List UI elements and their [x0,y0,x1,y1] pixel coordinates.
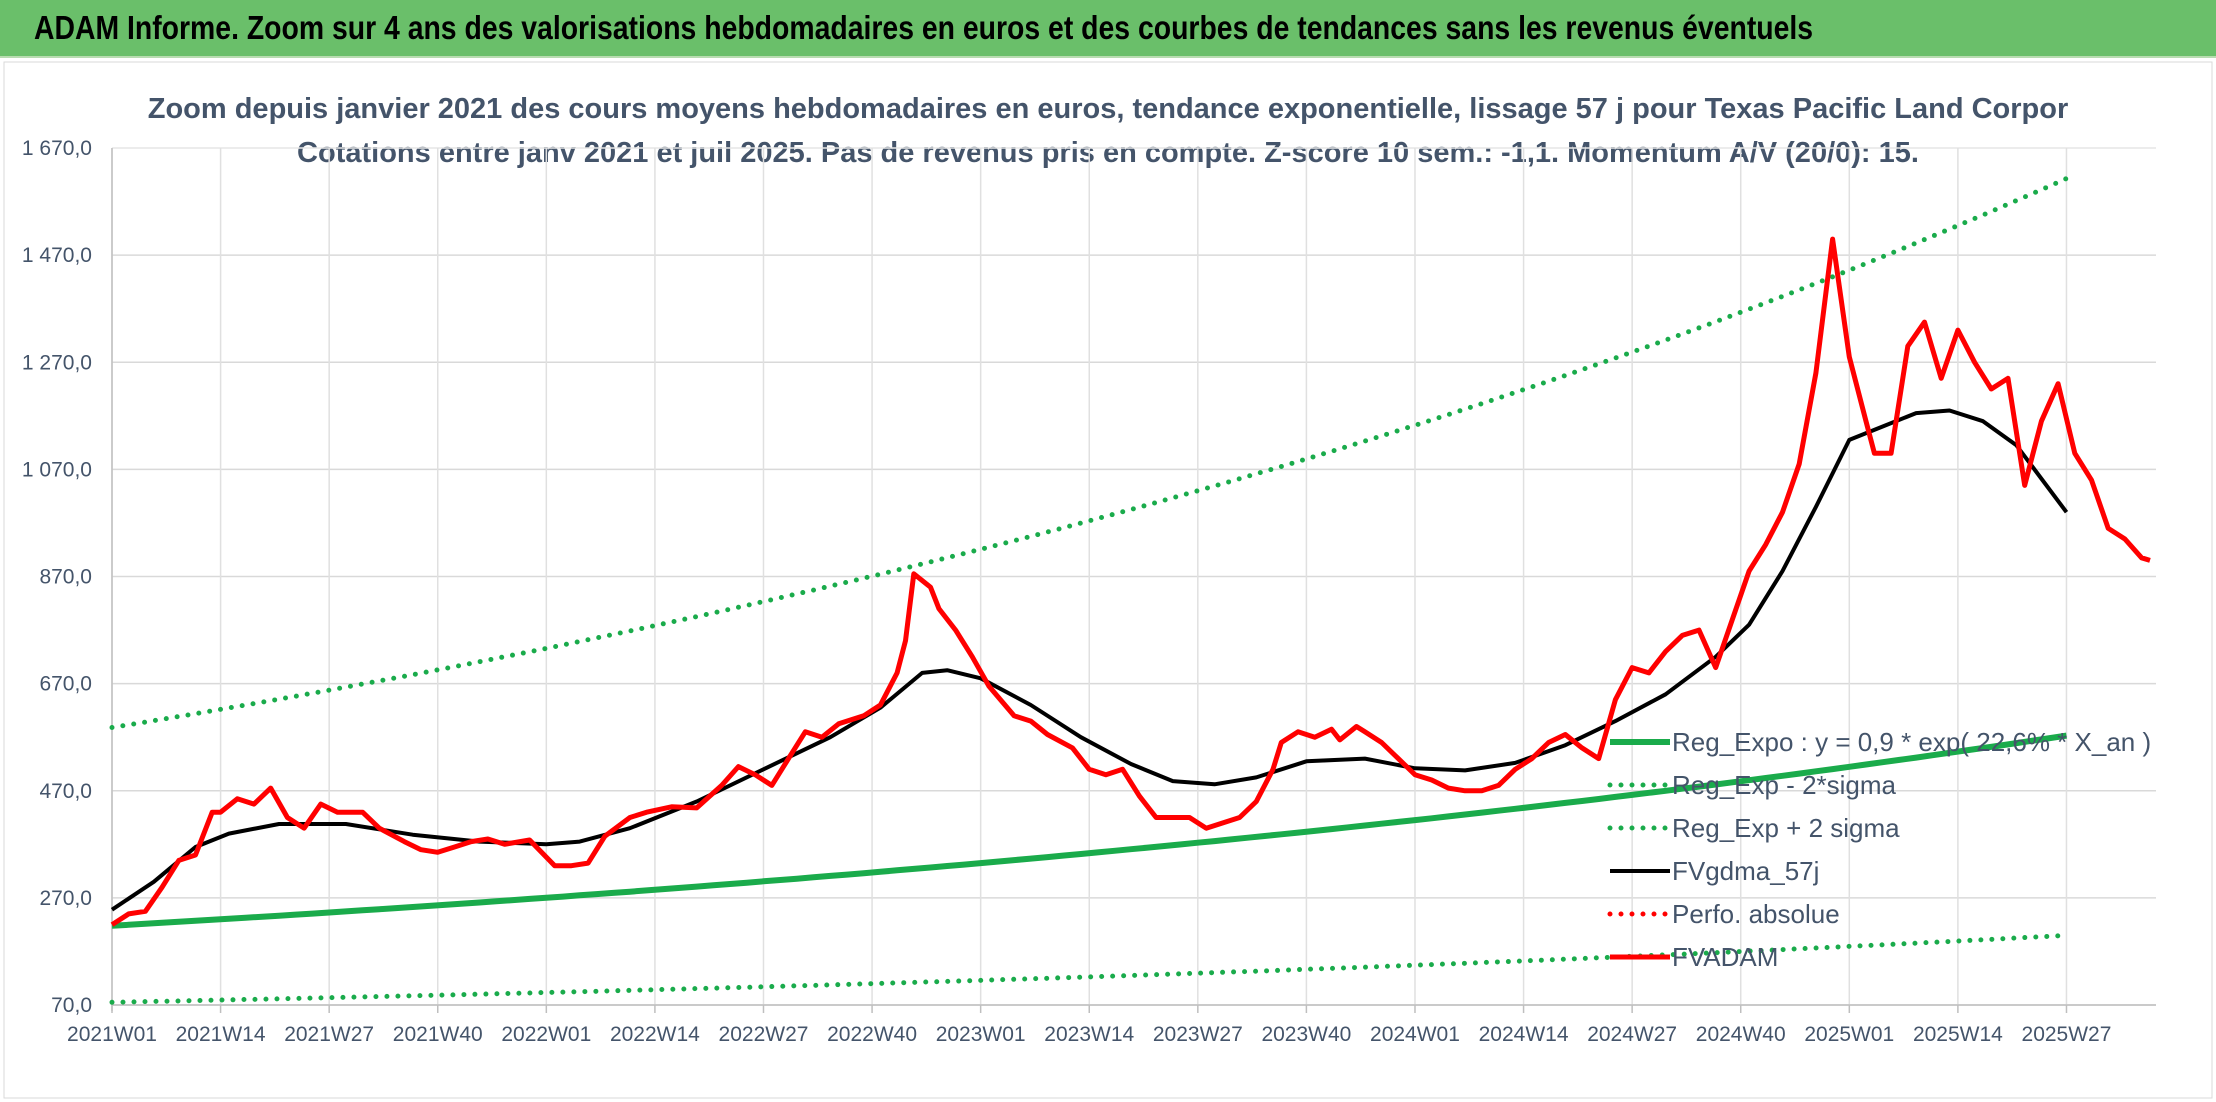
chart-legend: Reg_Expo : y = 0,9 * exp( 22,6% * X_an )… [1607,727,2151,972]
y-tick-label: 470,0 [39,780,92,803]
legend-label-reg-exp-2-sigma: Reg_Exp + 2 sigma [1672,813,1900,843]
chart-title-line-1: Zoom depuis janvier 2021 des cours moyen… [148,93,2069,125]
x-tick-label: 2025W27 [2022,1023,2112,1046]
x-tick-label: 2023W01 [936,1023,1026,1046]
x-axis-labels: 2021W01 2021W14 2021W27 2021W40 2022W01 2022W… [67,1005,2111,1046]
series-line-reg-exp-2-sigma [109,176,2069,730]
x-tick-label: 2023W40 [1261,1023,1351,1046]
x-tick-label: 2021W27 [284,1023,374,1046]
y-tick-label: 1 670,0 [22,137,92,160]
y-tick-label: 1 470,0 [22,244,92,267]
series-line-reg-exp-2-sigma [109,932,2069,1005]
x-tick-label: 2021W40 [393,1023,483,1046]
report-banner-title: ADAM Informe. Zoom sur 4 ans des valoris… [34,9,1814,46]
legend-label-fvadam: FVADAM [1672,942,1778,972]
y-tick-label: 70,0 [51,994,92,1017]
y-tick-label: 270,0 [39,887,92,910]
chart-area-background [3,61,2213,1099]
series-line-reg-expo-y-0-9-exp-22-6-x-an [111,732,2067,929]
legend-label-reg-exp-2-sigma: Reg_Exp - 2*sigma [1672,770,1897,800]
y-tick-label: 670,0 [39,673,92,696]
y-axis-labels: 70,0 270,0 470,0 670,0 870,0 1 070,0 1 270,0 1 … [22,137,92,1017]
legend-label-fvgdma-57j: FVgdma_57j [1672,856,1819,886]
x-tick-label: 2022W14 [610,1023,700,1046]
x-tick-label: 2022W01 [501,1023,591,1046]
x-tick-label: 2025W01 [1804,1023,1894,1046]
x-tick-label: 2025W14 [1913,1023,2003,1046]
y-tick-label: 1 070,0 [22,458,92,481]
x-tick-label: 2024W01 [1370,1023,1460,1046]
x-tick-label: 2021W01 [67,1023,157,1046]
legend-label-reg-expo-y-0-9-exp-22-6-x-an: Reg_Expo : y = 0,9 * exp( 22,6% * X_an ) [1672,727,2151,757]
x-tick-label: 2022W27 [719,1023,809,1046]
x-tick-label: 2024W14 [1479,1023,1569,1046]
y-tick-label: 1 270,0 [22,351,92,374]
x-tick-label: 2022W40 [827,1023,917,1046]
y-tick-label: 870,0 [39,566,92,589]
legend-label-perfo-absolue: Perfo. absolue [1672,899,1840,929]
x-tick-label: 2023W27 [1153,1023,1243,1046]
chart-series [109,176,2151,1005]
series-line-fvadam [110,236,2151,927]
x-tick-label: 2021W14 [176,1023,266,1046]
chart-gridlines [111,147,2156,1011]
report-banner: ADAM Informe. Zoom sur 4 ans des valoris… [0,0,2216,58]
chart-title-line-2: Cotations entre janv 2021 et juil 2025. … [297,137,1919,169]
x-tick-label: 2024W40 [1696,1023,1786,1046]
x-tick-label: 2023W14 [1044,1023,1134,1046]
x-tick-label: 2024W27 [1587,1023,1677,1046]
